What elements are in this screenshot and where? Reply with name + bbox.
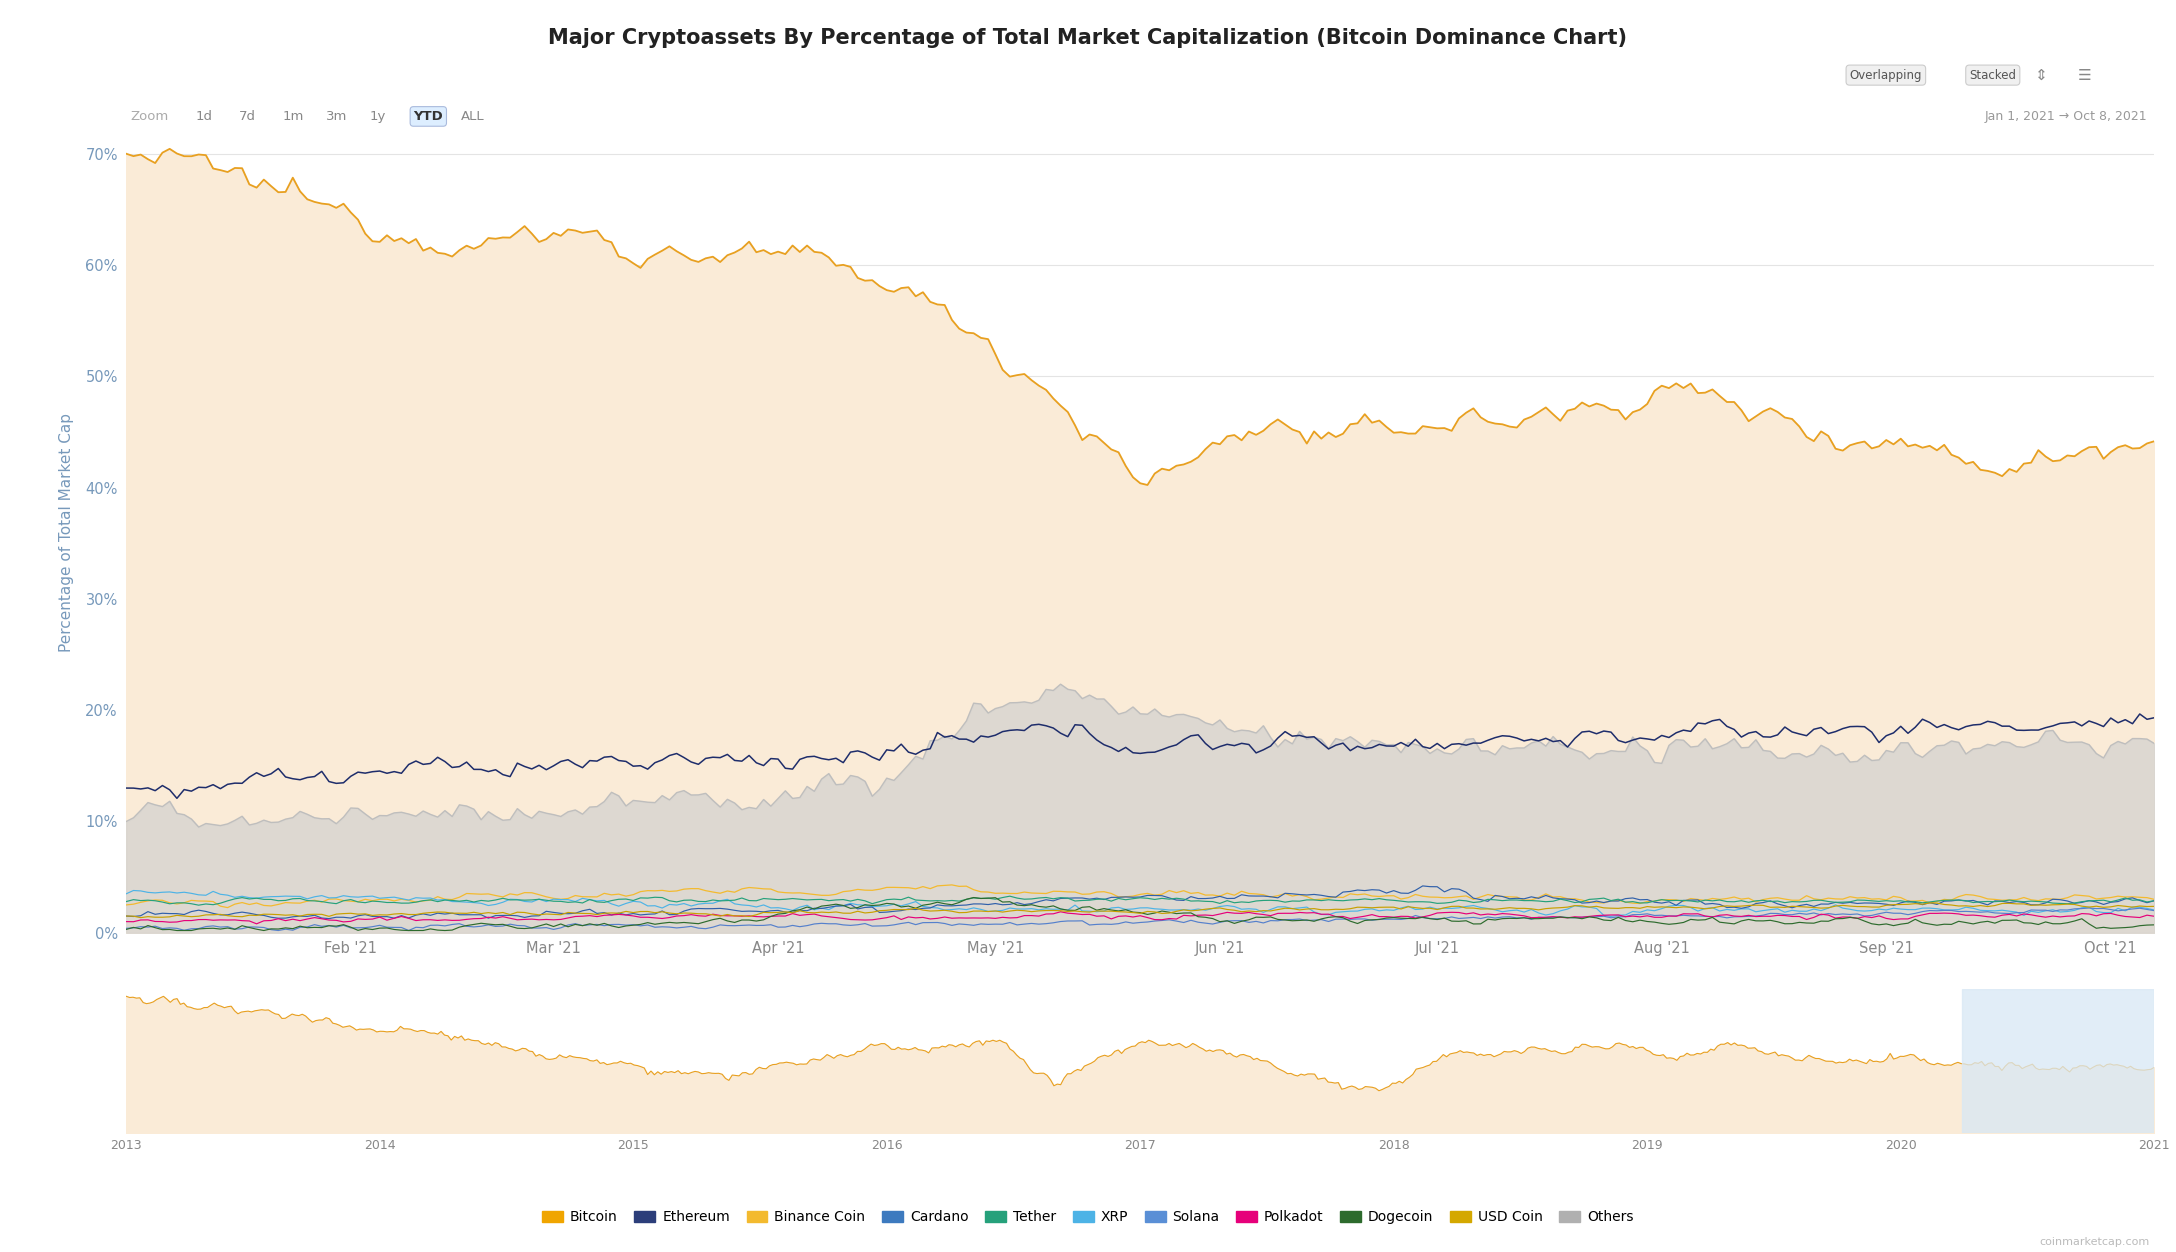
Text: 7d: 7d <box>239 110 257 123</box>
Y-axis label: Percentage of Total Market Cap: Percentage of Total Market Cap <box>59 413 74 651</box>
Text: 1y: 1y <box>370 110 387 123</box>
Text: coinmarketcap.com: coinmarketcap.com <box>2039 1237 2150 1247</box>
Text: 3m: 3m <box>326 110 348 123</box>
Text: 1m: 1m <box>283 110 305 123</box>
Text: Zoom: Zoom <box>131 110 170 123</box>
Text: Jan 1, 2021 → Oct 8, 2021: Jan 1, 2021 → Oct 8, 2021 <box>1985 110 2148 123</box>
Text: 1d: 1d <box>196 110 213 123</box>
Legend: Bitcoin, Ethereum, Binance Coin, Cardano, Tether, XRP, Solana, Polkadot, Dogecoi: Bitcoin, Ethereum, Binance Coin, Cardano… <box>537 1204 1639 1229</box>
Bar <box>1961 989 2154 1133</box>
Text: YTD: YTD <box>413 110 444 123</box>
Text: Overlapping: Overlapping <box>1850 69 1921 81</box>
Text: ☰: ☰ <box>2078 68 2091 83</box>
Text: Major Cryptoassets By Percentage of Total Market Capitalization (Bitcoin Dominan: Major Cryptoassets By Percentage of Tota… <box>548 28 1628 48</box>
Text: Stacked: Stacked <box>1969 69 2017 81</box>
Text: ALL: ALL <box>461 110 485 123</box>
Text: ⇕: ⇕ <box>2035 68 2048 83</box>
